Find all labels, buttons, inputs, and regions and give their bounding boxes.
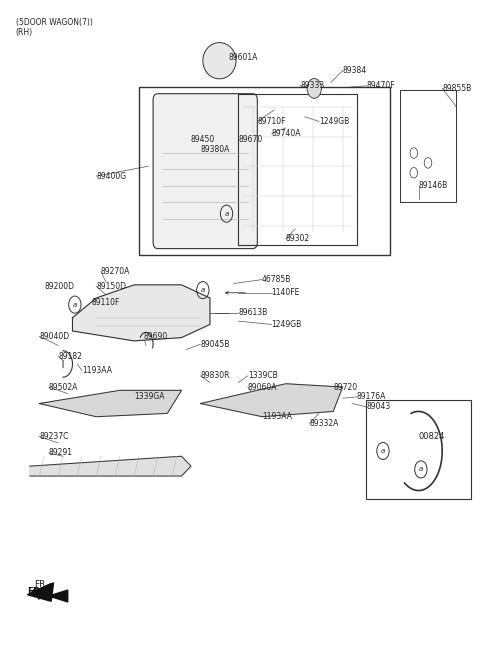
- Text: 89601A: 89601A: [229, 53, 258, 62]
- Text: 89670: 89670: [239, 135, 263, 144]
- Text: a: a: [225, 211, 228, 216]
- Text: 89720: 89720: [333, 383, 357, 391]
- Text: 89110F: 89110F: [92, 298, 120, 307]
- Polygon shape: [30, 456, 191, 476]
- Text: FR.: FR.: [35, 581, 48, 589]
- Text: 89291: 89291: [49, 448, 73, 457]
- Text: 89690: 89690: [144, 332, 168, 341]
- Text: 00824: 00824: [419, 432, 445, 441]
- Text: 89176A: 89176A: [357, 393, 386, 401]
- Text: 89302: 89302: [286, 234, 310, 243]
- Text: 89040D: 89040D: [39, 332, 70, 341]
- Text: 89270A: 89270A: [101, 267, 130, 276]
- Text: a: a: [419, 467, 423, 473]
- Text: 89830R: 89830R: [201, 371, 230, 381]
- Polygon shape: [39, 391, 181, 416]
- Text: a: a: [381, 448, 385, 454]
- Text: 1339CB: 1339CB: [248, 371, 277, 381]
- Text: 1193AA: 1193AA: [82, 366, 112, 375]
- Text: a: a: [201, 287, 205, 293]
- Text: 89146B: 89146B: [419, 181, 448, 191]
- Polygon shape: [201, 384, 343, 416]
- Text: 89380A: 89380A: [201, 145, 230, 154]
- Text: 89332A: 89332A: [310, 419, 339, 428]
- Text: 89502A: 89502A: [49, 383, 78, 391]
- Text: 89200D: 89200D: [44, 281, 74, 291]
- FancyBboxPatch shape: [153, 94, 257, 249]
- Text: 1249GB: 1249GB: [319, 117, 349, 126]
- Text: 89237C: 89237C: [39, 432, 69, 441]
- Text: 1339GA: 1339GA: [134, 393, 165, 401]
- Text: (5DOOR WAGON(7)): (5DOOR WAGON(7)): [16, 18, 93, 27]
- Text: 89043: 89043: [366, 402, 391, 411]
- Text: 46785B: 46785B: [262, 275, 291, 284]
- Text: 89400G: 89400G: [96, 171, 126, 181]
- Text: (RH): (RH): [16, 28, 33, 37]
- Text: 89182: 89182: [58, 352, 82, 361]
- Text: 89384: 89384: [343, 66, 367, 75]
- Polygon shape: [27, 583, 54, 601]
- Text: 89060A: 89060A: [248, 383, 277, 391]
- Text: 89450: 89450: [191, 135, 215, 144]
- Text: 89710F: 89710F: [257, 117, 286, 126]
- Text: FR.: FR.: [27, 587, 44, 596]
- Polygon shape: [49, 590, 68, 602]
- Text: 89333: 89333: [300, 81, 324, 90]
- Text: 89470F: 89470F: [366, 81, 395, 90]
- Text: 89855B: 89855B: [442, 84, 471, 93]
- Text: 89045B: 89045B: [201, 340, 230, 349]
- Text: a: a: [73, 302, 77, 308]
- Text: 89740A: 89740A: [272, 128, 301, 138]
- Circle shape: [307, 79, 321, 98]
- Ellipse shape: [203, 42, 236, 79]
- Text: 1140FE: 1140FE: [272, 288, 300, 297]
- Text: 1193AA: 1193AA: [262, 412, 292, 421]
- Text: 89150D: 89150D: [96, 281, 126, 291]
- Text: 1249GB: 1249GB: [272, 320, 302, 329]
- Polygon shape: [72, 285, 210, 341]
- Text: 89613B: 89613B: [239, 308, 268, 317]
